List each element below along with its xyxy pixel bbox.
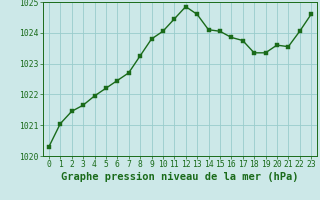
- X-axis label: Graphe pression niveau de la mer (hPa): Graphe pression niveau de la mer (hPa): [61, 172, 299, 182]
